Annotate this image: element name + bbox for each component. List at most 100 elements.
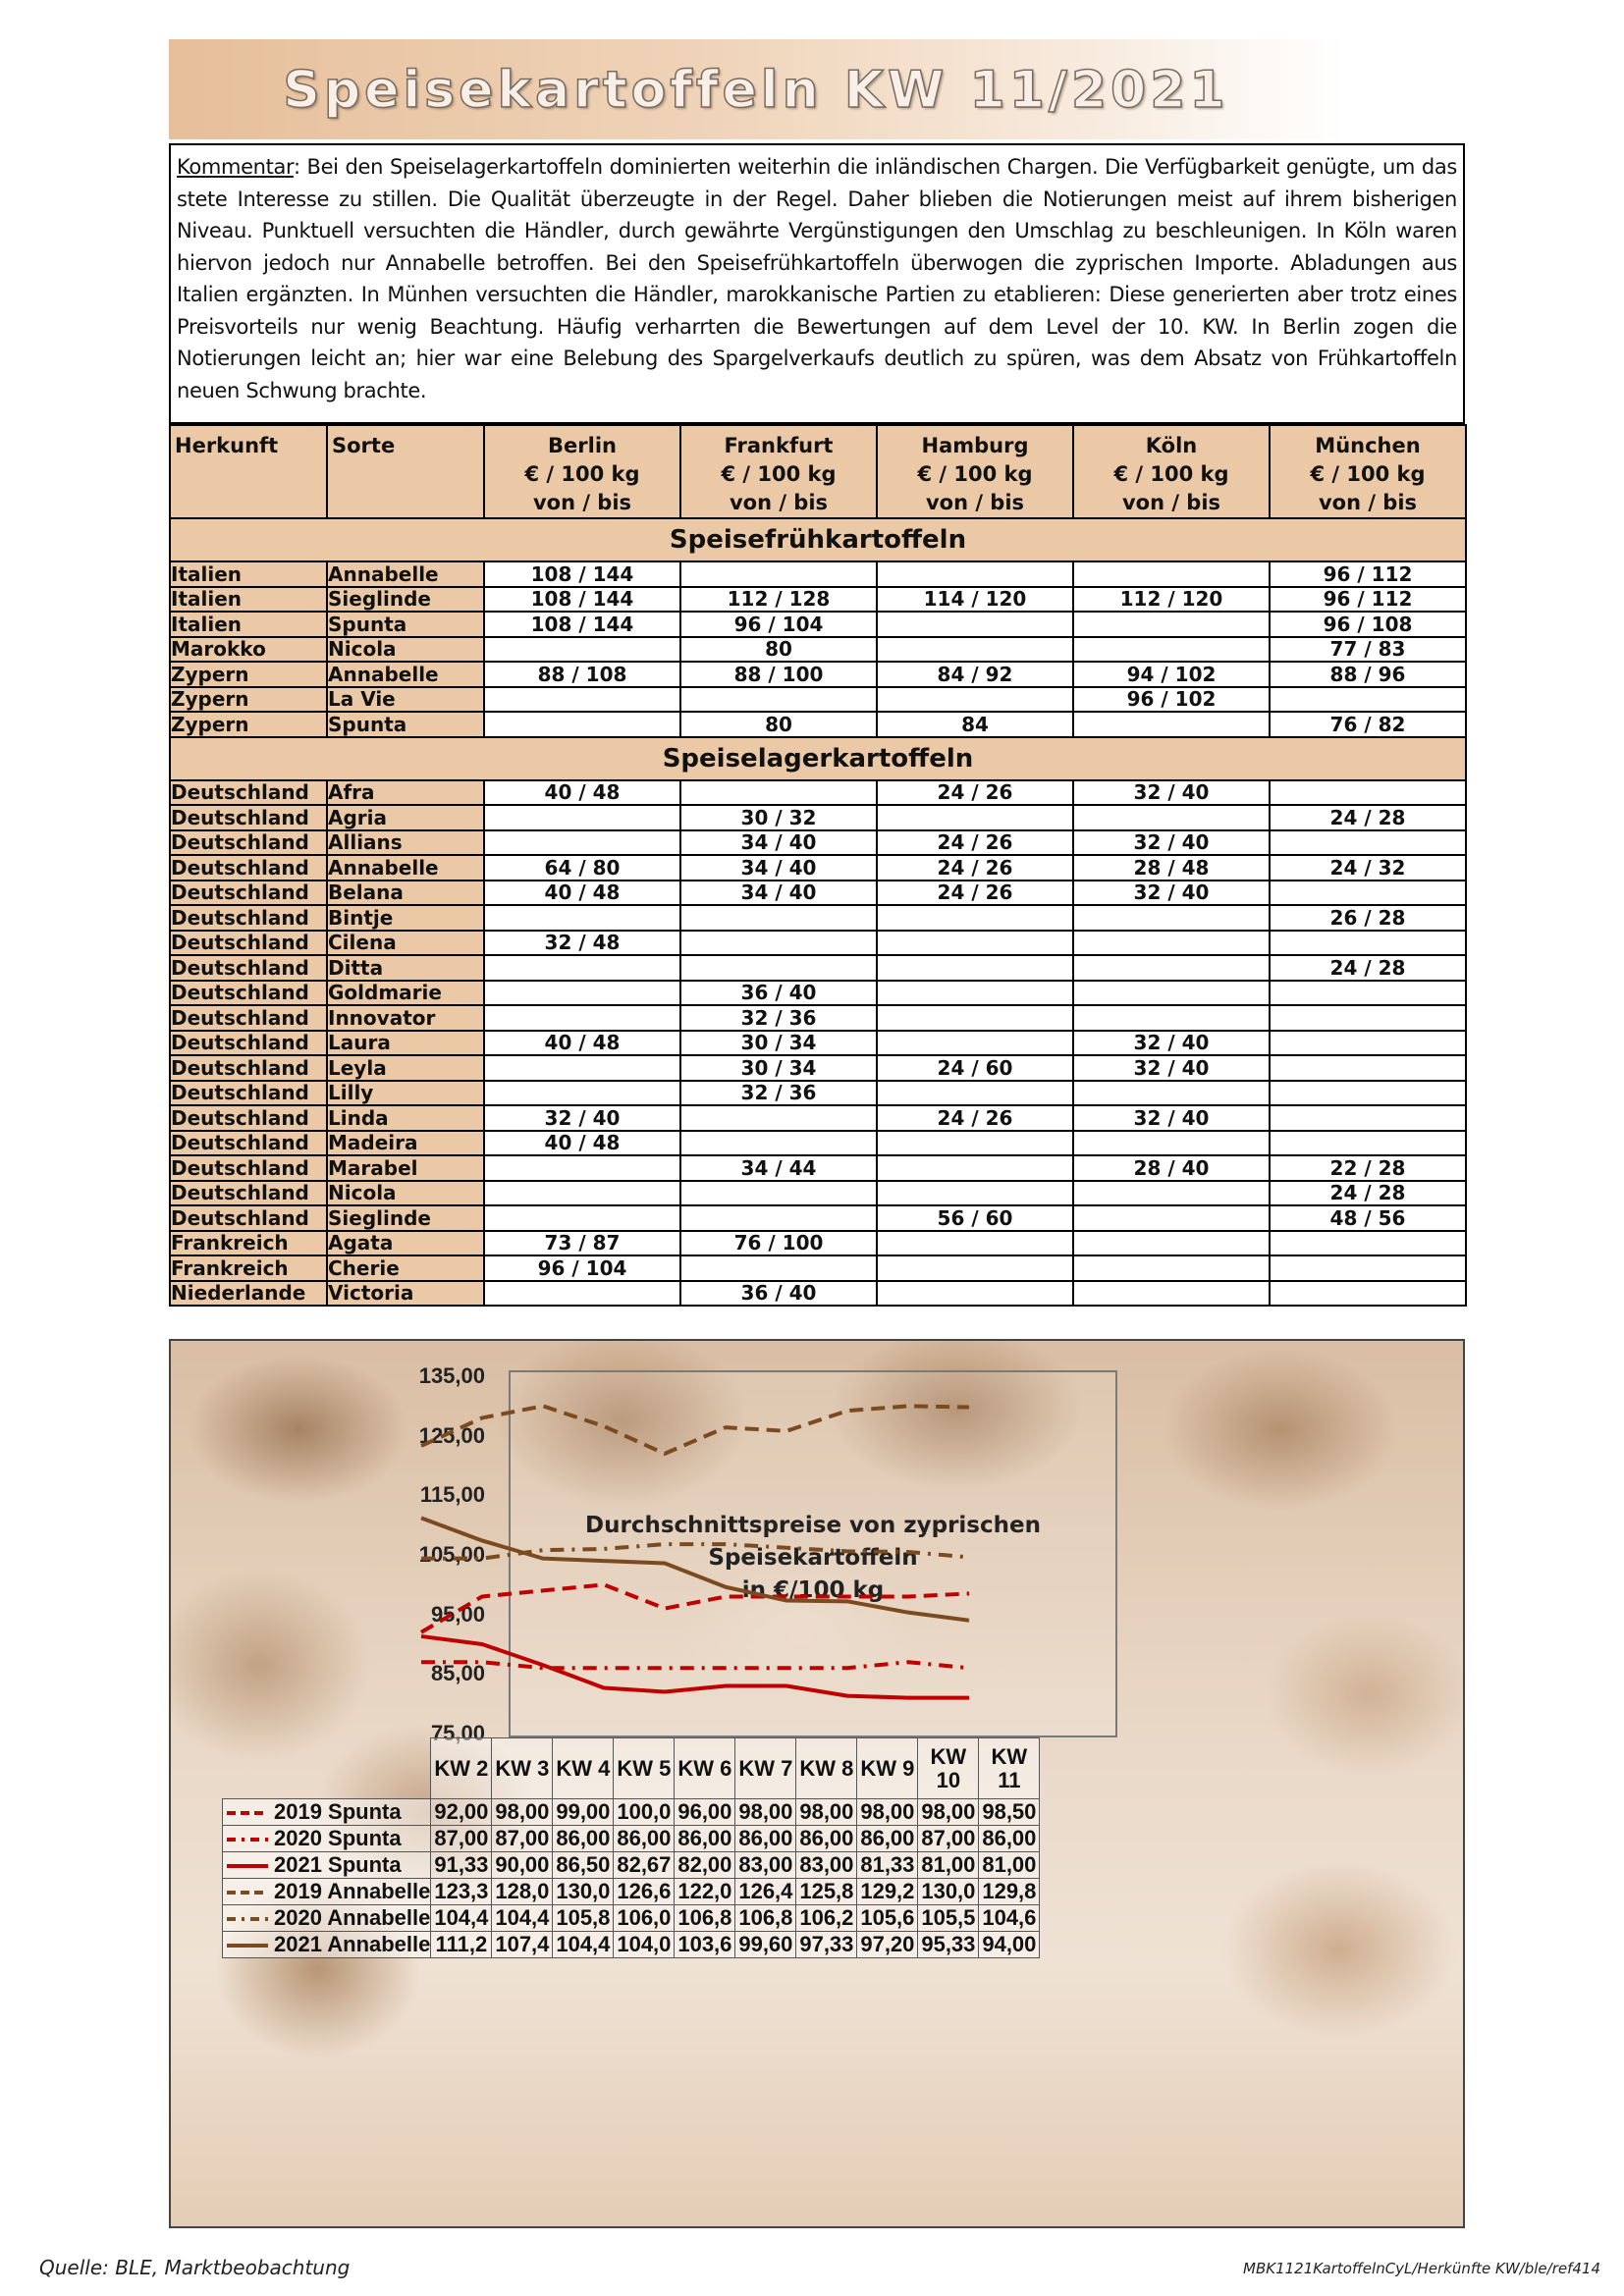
variety-cell: Laura xyxy=(326,1029,485,1056)
price-cell xyxy=(679,561,878,588)
variety-cell: Spunta xyxy=(326,611,485,638)
price-cell: 28 / 48 xyxy=(1072,854,1271,881)
price-cell xyxy=(1269,1029,1467,1056)
price-cell xyxy=(483,979,681,1006)
variety-cell: Allians xyxy=(326,828,485,856)
data-label: 81,00 xyxy=(917,1851,980,1879)
price-cell: 84 / 92 xyxy=(876,661,1074,688)
series-row: 2020 Annabelle 104,4 104,4 105,8 106,0 106,8 1… xyxy=(221,1904,1041,1932)
price-cell xyxy=(483,804,681,831)
price-cell xyxy=(876,1255,1074,1282)
data-label: 86,00 xyxy=(613,1825,676,1852)
data-label: 91,33 xyxy=(430,1851,493,1879)
table-row: Italien Sieglinde 108 / 144 112 / 128 114 / … xyxy=(169,585,1467,613)
price-cell: 112 / 120 xyxy=(1072,585,1271,613)
data-label: 104,4 xyxy=(552,1931,615,1958)
origin-cell: Deutschland xyxy=(169,954,328,982)
price-cell: 24 / 26 xyxy=(876,879,1074,906)
data-label: 130,0 xyxy=(917,1878,980,1905)
price-cell: 34 / 40 xyxy=(679,854,878,881)
table-row: Deutschland Laura 40 / 48 30 / 34 32 / 40 xyxy=(169,1029,1467,1056)
comment-box: Kommentar: Bei den Speiselagerkartoffeln… xyxy=(169,143,1465,424)
table-row: Deutschland Ditta 24 / 28 xyxy=(169,954,1467,982)
header-market: München € / 100 kg von / bis xyxy=(1269,424,1467,519)
price-cell xyxy=(1269,1255,1467,1282)
variety-cell: Annabelle xyxy=(326,661,485,688)
price-cell: 24 / 32 xyxy=(1269,854,1467,881)
price-cell xyxy=(876,929,1074,956)
table-row: Deutschland Madeira 40 / 48 xyxy=(169,1129,1467,1156)
price-cell xyxy=(876,804,1074,831)
price-cell: 24 / 26 xyxy=(876,1104,1074,1132)
price-cell xyxy=(483,1054,681,1082)
table-row: Deutschland Nicola 24 / 28 xyxy=(169,1179,1467,1206)
x-tick-label: KW 3 xyxy=(491,1737,554,1799)
origin-cell: Niederlande xyxy=(169,1279,328,1307)
data-label: 106,2 xyxy=(795,1904,858,1932)
table-row: Deutschland Agria 30 / 32 24 / 28 xyxy=(169,804,1467,831)
price-cell: 22 / 28 xyxy=(1269,1154,1467,1182)
table-row: Deutschland Annabelle 64 / 80 34 / 40 24 / 2… xyxy=(169,854,1467,881)
price-cell: 32 / 40 xyxy=(1072,1029,1271,1056)
data-label: 123,3 xyxy=(430,1878,493,1905)
price-cell: 94 / 102 xyxy=(1072,661,1271,688)
variety-cell: Agria xyxy=(326,804,485,831)
section-title: Speiselagerkartoffeln xyxy=(169,735,1467,781)
data-label: 105,8 xyxy=(552,1904,615,1932)
variety-cell: Marabel xyxy=(326,1154,485,1182)
data-label: 104,4 xyxy=(491,1904,554,1932)
variety-cell: Innovator xyxy=(326,1004,485,1032)
table-row: Deutschland Belana 40 / 48 34 / 40 24 / 26 32… xyxy=(169,879,1467,906)
price-cell xyxy=(483,954,681,982)
table-row: Deutschland Marabel 34 / 44 28 / 40 22 / 28 xyxy=(169,1154,1467,1182)
table-row: Deutschland Linda 32 / 40 24 / 26 32 / 40 xyxy=(169,1104,1467,1132)
series-line-2020-spunta xyxy=(421,1660,970,1671)
price-cell xyxy=(483,1079,681,1106)
price-cell xyxy=(679,685,878,713)
price-cell: 114 / 120 xyxy=(876,585,1074,613)
legend-swatch xyxy=(227,1864,268,1869)
price-cell xyxy=(876,1229,1074,1256)
table-row: Deutschland Bintje 26 / 28 xyxy=(169,904,1467,932)
comment-text: : Bei den Speiselagerkartoffeln dominier… xyxy=(177,155,1457,402)
line-chart xyxy=(419,1404,970,1700)
origin-cell: Deutschland xyxy=(169,778,328,806)
price-cell xyxy=(1072,1255,1271,1282)
price-cell: 84 xyxy=(876,711,1074,738)
variety-cell: Annabelle xyxy=(326,854,485,881)
variety-cell: Spunta xyxy=(326,711,485,738)
price-cell xyxy=(876,611,1074,638)
legend-entry: 2020 Annabelle xyxy=(221,1904,432,1932)
price-cell: 76 / 82 xyxy=(1269,711,1467,738)
price-cell: 96 / 102 xyxy=(1072,685,1271,713)
price-cell xyxy=(1269,879,1467,906)
variety-cell: Linda xyxy=(326,1104,485,1132)
table-row: Deutschland Lilly 32 / 36 xyxy=(169,1079,1467,1106)
price-cell: 76 / 100 xyxy=(679,1229,878,1256)
price-cell: 48 / 56 xyxy=(1269,1204,1467,1232)
price-cell xyxy=(1269,1279,1467,1307)
price-cell: 96 / 112 xyxy=(1269,561,1467,588)
variety-cell: Victoria xyxy=(326,1279,485,1307)
price-cell xyxy=(1072,1004,1271,1032)
section-title: Speisefrühkartoffeln xyxy=(169,517,1467,562)
price-cell: 36 / 40 xyxy=(679,1279,878,1307)
price-cell xyxy=(1269,1229,1467,1256)
table-row: Zypern Annabelle 88 / 108 88 / 100 84 / 92 94… xyxy=(169,661,1467,688)
price-cell: 73 / 87 xyxy=(483,1229,681,1256)
price-cell xyxy=(1072,904,1271,932)
price-cell: 32 / 40 xyxy=(483,1104,681,1132)
table-row: Italien Spunta 108 / 144 96 / 104 96 / 108 xyxy=(169,611,1467,638)
price-cell: 30 / 34 xyxy=(679,1054,878,1082)
price-cell xyxy=(876,954,1074,982)
data-label: 106,0 xyxy=(613,1904,676,1932)
data-label: 86,00 xyxy=(552,1825,615,1852)
price-cell xyxy=(679,954,878,982)
data-label: 129,8 xyxy=(978,1878,1041,1905)
market-name: Berlin xyxy=(548,434,617,457)
price-cell xyxy=(1072,611,1271,638)
legend-entry: 2021 Spunta xyxy=(221,1851,432,1879)
series-line-2019-annabelle xyxy=(420,1404,970,1456)
x-tick-label: KW 5 xyxy=(613,1737,676,1799)
unit-label: € / 100 kg xyxy=(524,462,640,486)
